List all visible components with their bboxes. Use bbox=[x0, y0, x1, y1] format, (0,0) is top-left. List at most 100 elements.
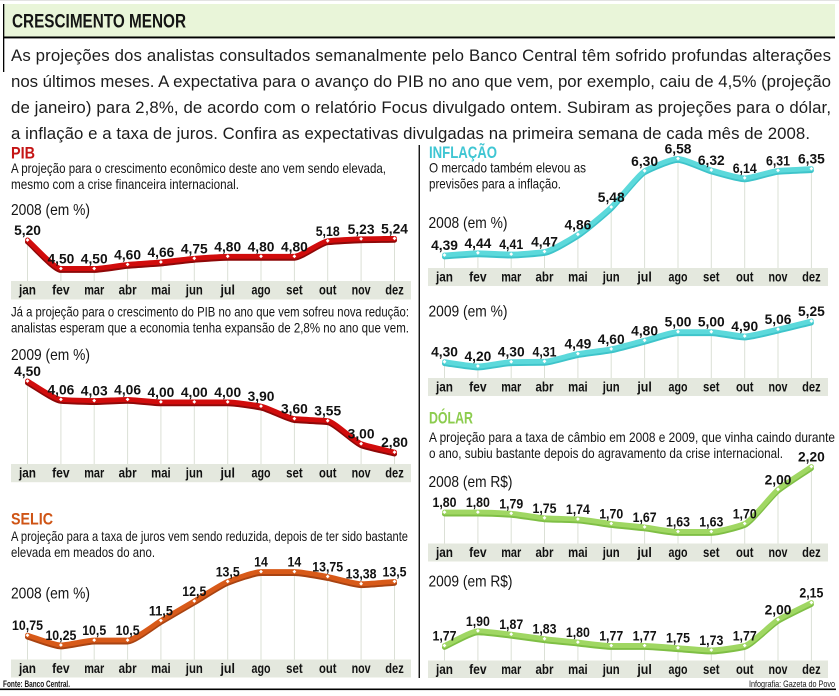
svg-text:4,50: 4,50 bbox=[14, 364, 41, 379]
svg-text:1,73: 1,73 bbox=[699, 633, 723, 648]
svg-text:4,00: 4,00 bbox=[181, 385, 208, 400]
svg-text:jun: jun bbox=[602, 268, 620, 284]
svg-text:12,5: 12,5 bbox=[182, 584, 207, 599]
svg-text:4,44: 4,44 bbox=[465, 236, 492, 251]
svg-text:4,03: 4,03 bbox=[81, 384, 108, 399]
svg-text:mai: mai bbox=[568, 544, 588, 560]
svg-text:jun: jun bbox=[185, 281, 203, 297]
svg-text:mai: mai bbox=[568, 268, 588, 284]
svg-text:set: set bbox=[703, 268, 720, 284]
svg-text:mai: mai bbox=[151, 464, 171, 480]
svg-text:O mercado também elevou as: O mercado também elevou as bbox=[429, 161, 586, 176]
svg-text:13,5: 13,5 bbox=[383, 564, 408, 579]
svg-text:14: 14 bbox=[254, 555, 268, 570]
svg-text:11,5: 11,5 bbox=[149, 604, 174, 619]
svg-text:2008 (em %): 2008 (em %) bbox=[11, 202, 90, 219]
svg-text:mar: mar bbox=[501, 544, 521, 560]
svg-text:4,80: 4,80 bbox=[214, 239, 241, 254]
svg-text:A projeção para a taxa de juro: A projeção para a taxa de juros vem send… bbox=[11, 529, 408, 544]
svg-text:3,55: 3,55 bbox=[314, 404, 341, 419]
svg-text:set: set bbox=[703, 661, 720, 677]
svg-text:Já a projeção para o crescimen: Já a projeção para o crescimento do PIB … bbox=[11, 305, 409, 320]
svg-text:dez: dez bbox=[802, 661, 821, 677]
svg-text:1,79: 1,79 bbox=[499, 496, 523, 511]
svg-text:6,58: 6,58 bbox=[665, 142, 692, 157]
svg-text:SELIC: SELIC bbox=[11, 511, 53, 529]
svg-text:mar: mar bbox=[501, 378, 521, 394]
svg-text:jul: jul bbox=[220, 464, 235, 480]
svg-text:4,00: 4,00 bbox=[214, 385, 241, 400]
svg-text:5,20: 5,20 bbox=[14, 223, 41, 238]
svg-text:2,20: 2,20 bbox=[798, 450, 825, 465]
svg-text:2009 (em %): 2009 (em %) bbox=[429, 304, 508, 321]
svg-text:1,80: 1,80 bbox=[433, 495, 457, 510]
svg-text:3,90: 3,90 bbox=[248, 389, 275, 404]
svg-text:4,86: 4,86 bbox=[565, 217, 592, 232]
svg-text:jun: jun bbox=[602, 378, 620, 394]
svg-text:4,60: 4,60 bbox=[114, 247, 141, 262]
svg-text:14: 14 bbox=[288, 555, 302, 570]
svg-text:4,39: 4,39 bbox=[431, 238, 458, 253]
svg-text:1,80: 1,80 bbox=[466, 495, 490, 510]
svg-text:out: out bbox=[319, 281, 337, 297]
svg-text:nov: nov bbox=[769, 378, 788, 394]
svg-text:4,60: 4,60 bbox=[598, 332, 625, 347]
svg-text:fev: fev bbox=[469, 661, 487, 677]
svg-text:2008 (em R$): 2008 (em R$) bbox=[429, 474, 513, 491]
svg-text:4,66: 4,66 bbox=[148, 245, 175, 260]
svg-text:nov: nov bbox=[769, 544, 788, 560]
svg-text:4,30: 4,30 bbox=[498, 345, 525, 360]
svg-text:4,49: 4,49 bbox=[565, 337, 592, 352]
svg-text:4,80: 4,80 bbox=[631, 323, 658, 338]
svg-text:A projeção para a taxa de câmb: A projeção para a taxa de câmbio em 2008… bbox=[429, 430, 835, 445]
svg-text:As projeções dos analistas con: As projeções dos analistas consultados s… bbox=[11, 46, 831, 65]
svg-text:5,25: 5,25 bbox=[798, 304, 825, 319]
svg-text:10,25: 10,25 bbox=[45, 628, 76, 643]
svg-text:nov: nov bbox=[352, 464, 371, 480]
svg-text:jan: jan bbox=[435, 661, 453, 677]
svg-text:out: out bbox=[736, 661, 754, 677]
svg-text:abr: abr bbox=[536, 544, 554, 560]
svg-text:1,90: 1,90 bbox=[466, 614, 490, 629]
svg-text:10,5: 10,5 bbox=[116, 623, 141, 638]
svg-text:mai: mai bbox=[568, 378, 588, 394]
svg-text:abr: abr bbox=[536, 268, 554, 284]
svg-text:PIB: PIB bbox=[11, 145, 35, 163]
svg-text:6,14: 6,14 bbox=[733, 161, 758, 176]
svg-text:2008 (em %): 2008 (em %) bbox=[429, 215, 508, 232]
svg-text:mar: mar bbox=[501, 661, 521, 677]
svg-text:nos últimos meses. A expectati: nos últimos meses. A expectativa para o … bbox=[11, 72, 831, 91]
svg-text:4,75: 4,75 bbox=[181, 241, 208, 256]
svg-text:fev: fev bbox=[469, 544, 487, 560]
svg-text:de janeiro) para 2,8%, de acor: de janeiro) para 2,8%, de acordo com o r… bbox=[11, 98, 831, 117]
svg-text:jul: jul bbox=[636, 268, 651, 284]
svg-text:5,18: 5,18 bbox=[316, 224, 341, 239]
svg-text:2,00: 2,00 bbox=[765, 603, 792, 618]
svg-text:1,67: 1,67 bbox=[633, 510, 657, 525]
svg-text:mar: mar bbox=[84, 660, 104, 676]
svg-text:ago: ago bbox=[669, 661, 688, 677]
svg-text:INFLAÇÃO: INFLAÇÃO bbox=[429, 142, 497, 162]
svg-text:out: out bbox=[736, 378, 754, 394]
svg-text:analistas esperam que a econom: analistas esperam que a economia tenha e… bbox=[11, 321, 409, 336]
svg-text:mar: mar bbox=[501, 268, 521, 284]
svg-text:1,83: 1,83 bbox=[533, 622, 557, 637]
svg-text:5,48: 5,48 bbox=[598, 190, 625, 205]
svg-text:fev: fev bbox=[52, 464, 70, 480]
svg-text:5,24: 5,24 bbox=[381, 221, 408, 236]
svg-text:3,00: 3,00 bbox=[348, 427, 375, 442]
svg-text:6,32: 6,32 bbox=[698, 153, 725, 168]
svg-text:dez: dez bbox=[385, 660, 404, 676]
svg-text:ago: ago bbox=[252, 464, 271, 480]
svg-text:out: out bbox=[319, 464, 337, 480]
svg-text:CRESCIMENTO MENOR: CRESCIMENTO MENOR bbox=[12, 12, 186, 33]
svg-text:4,80: 4,80 bbox=[248, 239, 275, 254]
svg-text:2,15: 2,15 bbox=[799, 586, 824, 601]
svg-text:2008 (em %): 2008 (em %) bbox=[11, 586, 90, 603]
svg-text:nov: nov bbox=[769, 661, 788, 677]
svg-text:ago: ago bbox=[669, 268, 688, 284]
svg-text:1,77: 1,77 bbox=[599, 629, 623, 644]
svg-text:fev: fev bbox=[469, 268, 487, 284]
svg-text:fev: fev bbox=[52, 281, 70, 297]
svg-text:nov: nov bbox=[769, 268, 788, 284]
